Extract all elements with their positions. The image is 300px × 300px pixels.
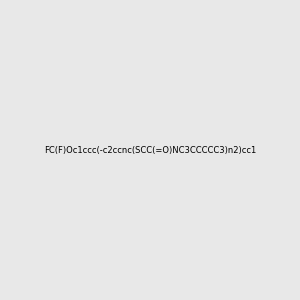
Text: FC(F)Oc1ccc(-c2ccnc(SCC(=O)NC3CCCCC3)n2)cc1: FC(F)Oc1ccc(-c2ccnc(SCC(=O)NC3CCCCC3)n2)… bbox=[44, 146, 256, 154]
